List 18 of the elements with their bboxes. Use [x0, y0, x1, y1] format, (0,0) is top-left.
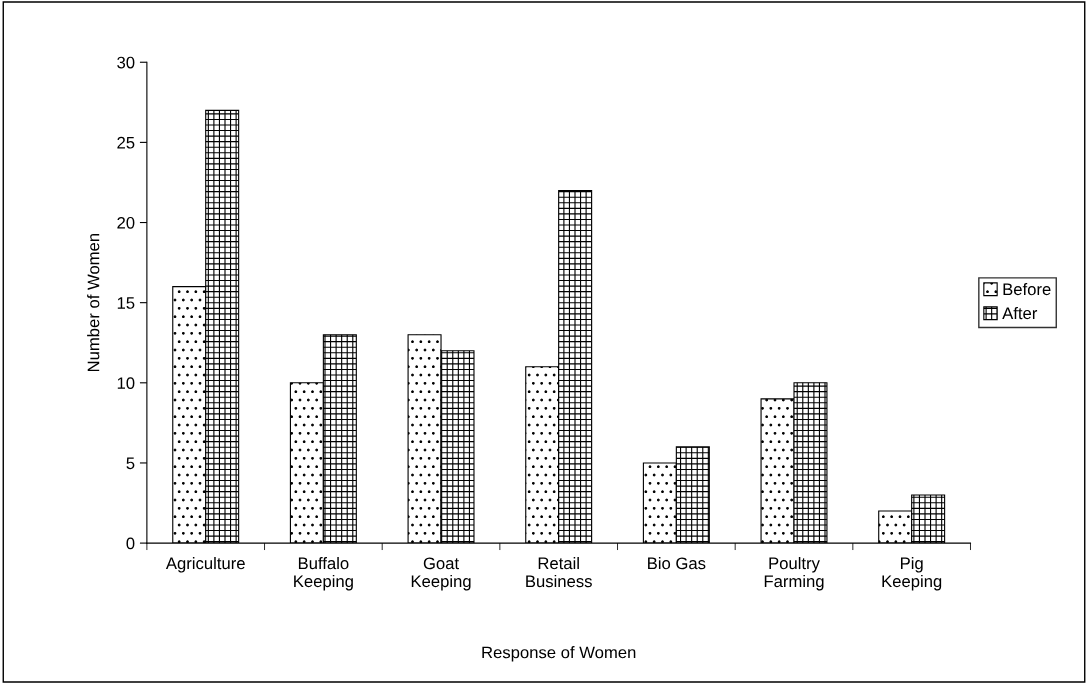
- y-tick-label: 30: [117, 56, 135, 69]
- x-axis-title: Response of Women: [482, 646, 636, 662]
- x-tick-label: Agriculture: [165, 556, 245, 573]
- y-tick-label: 25: [117, 136, 135, 149]
- x-tick-label: Buffalo Keeping: [294, 556, 353, 591]
- legend-label: After: [1002, 306, 1038, 320]
- x-tick-label: Pig Keeping: [882, 556, 942, 591]
- legend-label: Before: [1003, 282, 1051, 296]
- y-tick-label: 0: [126, 537, 135, 550]
- y-tick-label: 5: [126, 457, 135, 470]
- x-tick-label: Goat Keeping: [411, 557, 471, 591]
- x-tick-label: Poultry Farming: [764, 556, 824, 591]
- y-tick-label: 20: [117, 216, 135, 229]
- y-tick-label: 15: [117, 297, 135, 309]
- x-tick-label: Retail Business: [526, 556, 592, 588]
- x-tick-label: Bio Gas: [648, 556, 706, 570]
- y-axis-title: Number of Women: [87, 233, 100, 372]
- y-tick-label: 10: [117, 377, 135, 390]
